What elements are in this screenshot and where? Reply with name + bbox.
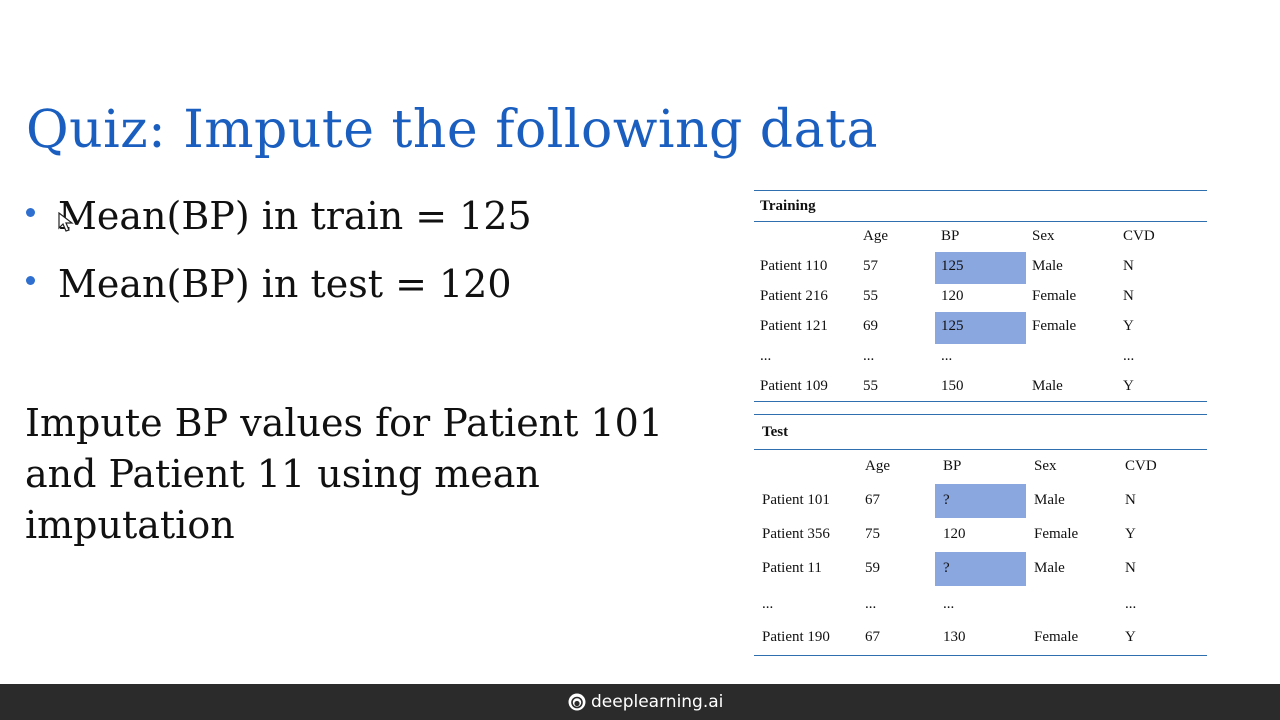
brand: deeplearning.ai xyxy=(568,692,723,712)
table-cell: N xyxy=(1125,492,1136,508)
table-cell: Female xyxy=(1032,288,1077,304)
instructions-text: Impute BP values for Patient 101 and Pat… xyxy=(25,401,664,547)
table-cell: N xyxy=(1125,560,1136,576)
table-cell: 120 xyxy=(943,526,966,542)
deeplearning-logo-icon xyxy=(568,693,586,711)
bullet-test-mean: Mean(BP) in test = 120 xyxy=(24,258,532,326)
table-cell: Male xyxy=(1032,258,1063,274)
table-cell: ... xyxy=(1123,348,1135,364)
bullet-text: Mean(BP) in test = 120 xyxy=(58,262,512,306)
table-cell: ? xyxy=(943,492,950,508)
table-cell: Female xyxy=(1034,526,1079,542)
table-cell: ... xyxy=(760,348,772,364)
bullet-dot xyxy=(26,208,35,217)
table-cell: 125 xyxy=(941,258,964,274)
training-table: Training Age BP Sex CVD Patient 110 57 125 Male N… xyxy=(754,190,1207,404)
column-header: Age xyxy=(863,228,888,244)
column-header: BP xyxy=(941,228,960,244)
table-cell: Male xyxy=(1034,560,1065,576)
table-name: Training xyxy=(760,198,816,214)
table-cell: Male xyxy=(1034,492,1065,508)
table-name: Test xyxy=(762,424,789,440)
bullet-list: Mean(BP) in train = 125 Mean(BP) in test… xyxy=(24,190,532,326)
column-header: CVD xyxy=(1123,228,1155,244)
table-cell: Patient 190 xyxy=(762,629,830,645)
table-cell: 59 xyxy=(865,560,880,576)
table-cell: Y xyxy=(1123,318,1134,334)
table-cell: 120 xyxy=(941,288,964,304)
bp-highlight xyxy=(935,312,1026,344)
table-cell: ... xyxy=(863,348,875,364)
bullet-dot xyxy=(26,276,35,285)
table-rule xyxy=(754,221,1207,222)
table-cell: Patient 121 xyxy=(760,318,828,334)
table-cell: Patient 216 xyxy=(760,288,828,304)
table-cell: Female xyxy=(1034,629,1079,645)
column-header: CVD xyxy=(1125,458,1157,474)
bp-highlight xyxy=(935,552,1026,586)
table-rule xyxy=(754,414,1207,415)
test-table: Test Age BP Sex CVD Patient 101 67? Male N Patien… xyxy=(754,414,1207,658)
table-cell: Patient 109 xyxy=(760,378,828,394)
table-cell: Y xyxy=(1125,629,1136,645)
table-cell: 150 xyxy=(941,378,964,394)
table-cell: 57 xyxy=(863,258,878,274)
slide-title: Quiz: Impute the following data xyxy=(26,100,878,160)
table-cell: 125 xyxy=(941,318,964,334)
table-cell: Female xyxy=(1032,318,1077,334)
bullet-text: Mean(BP) in train = 125 xyxy=(58,194,532,238)
table-rule xyxy=(754,655,1207,656)
table-rule xyxy=(754,401,1207,402)
table-cell: N xyxy=(1123,258,1134,274)
table-cell: 75 xyxy=(865,526,880,542)
table-rule xyxy=(754,190,1207,191)
table-cell: Patient 110 xyxy=(760,258,828,274)
column-header: Sex xyxy=(1034,458,1057,474)
table-cell: 55 xyxy=(863,288,878,304)
table-cell: 55 xyxy=(863,378,878,394)
brand-name: deeplearning.ai xyxy=(591,692,724,712)
table-cell: ... xyxy=(943,596,955,612)
table-cell: ... xyxy=(865,596,877,612)
table-cell: ... xyxy=(762,596,774,612)
table-cell: ? xyxy=(943,560,950,576)
table-cell: Y xyxy=(1125,526,1136,542)
mouse-pointer-icon xyxy=(58,212,74,232)
table-cell: 67 xyxy=(865,492,880,508)
column-header: BP xyxy=(943,458,962,474)
table-cell: N xyxy=(1123,288,1134,304)
column-header: Age xyxy=(865,458,890,474)
bullet-train-mean: Mean(BP) in train = 125 xyxy=(24,190,532,258)
table-cell: Patient 356 xyxy=(762,526,830,542)
slide: Quiz: Impute the following data Mean(BP)… xyxy=(24,100,1207,658)
table-cell: ... xyxy=(941,348,953,364)
table-cell: Patient 11 xyxy=(762,560,822,576)
bp-highlight xyxy=(935,484,1026,518)
table-cell: Patient 101 xyxy=(762,492,830,508)
bp-highlight xyxy=(935,252,1026,284)
table-cell: ... xyxy=(1125,596,1137,612)
bottom-bar: deeplearning.ai xyxy=(0,684,1280,720)
table-cell: Y xyxy=(1123,378,1134,394)
table-cell: 69 xyxy=(863,318,878,334)
table-rule xyxy=(754,449,1207,450)
table-cell: 130 xyxy=(943,629,966,645)
table-cell: Male xyxy=(1032,378,1063,394)
column-header: Sex xyxy=(1032,228,1055,244)
table-cell: 67 xyxy=(865,629,880,645)
